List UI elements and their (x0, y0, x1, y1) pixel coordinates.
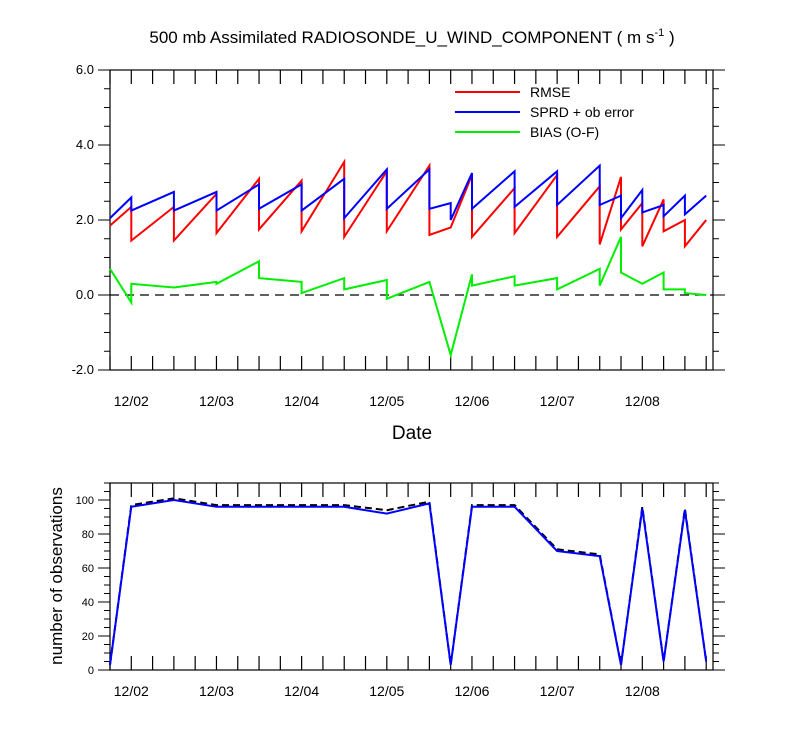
y-tick-label: 0.0 (76, 287, 94, 302)
x-tick-label: 12/08 (625, 683, 660, 699)
y-tick-label: 40 (82, 597, 94, 609)
bottom-ticks: 0 20 40 60 80 100 12/02 12/03 12/04 12/05 12/06 12/… (76, 482, 725, 699)
bottom-series (109, 497, 708, 666)
x-tick-label: 12/05 (369, 683, 404, 699)
bottom-panel: 0 20 40 60 80 100 12/02 12/03 12/04 12/05 12/06 12/… (47, 482, 725, 699)
bias-series-line (109, 236, 707, 359)
y-tick-label: 20 (82, 631, 94, 643)
x-tick-label: 12/07 (540, 393, 575, 409)
x-tick-label: 12/02 (114, 683, 149, 699)
x-tick-label: 12/03 (199, 683, 234, 699)
y-tick-label: 2.0 (76, 212, 94, 227)
x-tick-label: 12/08 (625, 393, 660, 409)
bottom-plot-frame (109, 482, 714, 671)
x-tick-label: 12/04 (284, 683, 319, 699)
y-tick-label: -2.0 (72, 362, 94, 377)
top-panel: -2.0 0.0 2.0 4.0 6.0 12/02 12/03 12/04 12/05 12/0… (72, 62, 725, 444)
y-tick-label: 6.0 (76, 62, 94, 77)
x-tick-label: 12/06 (454, 393, 489, 409)
chart-title-superscript: -1 (654, 27, 664, 39)
y-tick-label: 100 (76, 495, 94, 507)
obs-possible-line (109, 497, 708, 666)
top-series (109, 158, 707, 359)
legend-label-sprd: SPRD + ob error (530, 104, 634, 120)
y-axis-label: number of observations (47, 487, 66, 665)
x-tick-label: 12/04 (284, 393, 319, 409)
x-tick-label: 12/05 (369, 393, 404, 409)
x-axis-label: Date (392, 423, 432, 444)
top-ticks: -2.0 0.0 2.0 4.0 6.0 12/02 12/03 12/04 12/05 12/0… (72, 62, 725, 409)
x-tick-label: 12/07 (540, 683, 575, 699)
rmse-series-line (109, 158, 707, 250)
legend-label-rmse: RMSE (530, 84, 570, 100)
x-tick-label: 12/02 (114, 393, 149, 409)
y-tick-label: 60 (82, 563, 94, 575)
chart-title: 500 mb Assimilated RADIOSONDE_U_WIND_COM… (149, 27, 674, 47)
y-tick-label: 4.0 (76, 137, 94, 152)
legend: RMSE SPRD + ob error BIAS (O-F) (455, 84, 634, 140)
y-tick-label: 80 (82, 529, 94, 541)
y-tick-label: 0 (88, 665, 94, 677)
legend-label-bias: BIAS (O-F) (530, 124, 599, 140)
chart-title-close: ) (664, 28, 674, 47)
obs-assimilated-line (109, 498, 708, 666)
sprd-series-line (109, 163, 707, 222)
x-tick-label: 12/03 (199, 393, 234, 409)
x-tick-label: 12/06 (454, 683, 489, 699)
chart-title-main: 500 mb Assimilated RADIOSONDE_U_WIND_COM… (149, 28, 654, 47)
